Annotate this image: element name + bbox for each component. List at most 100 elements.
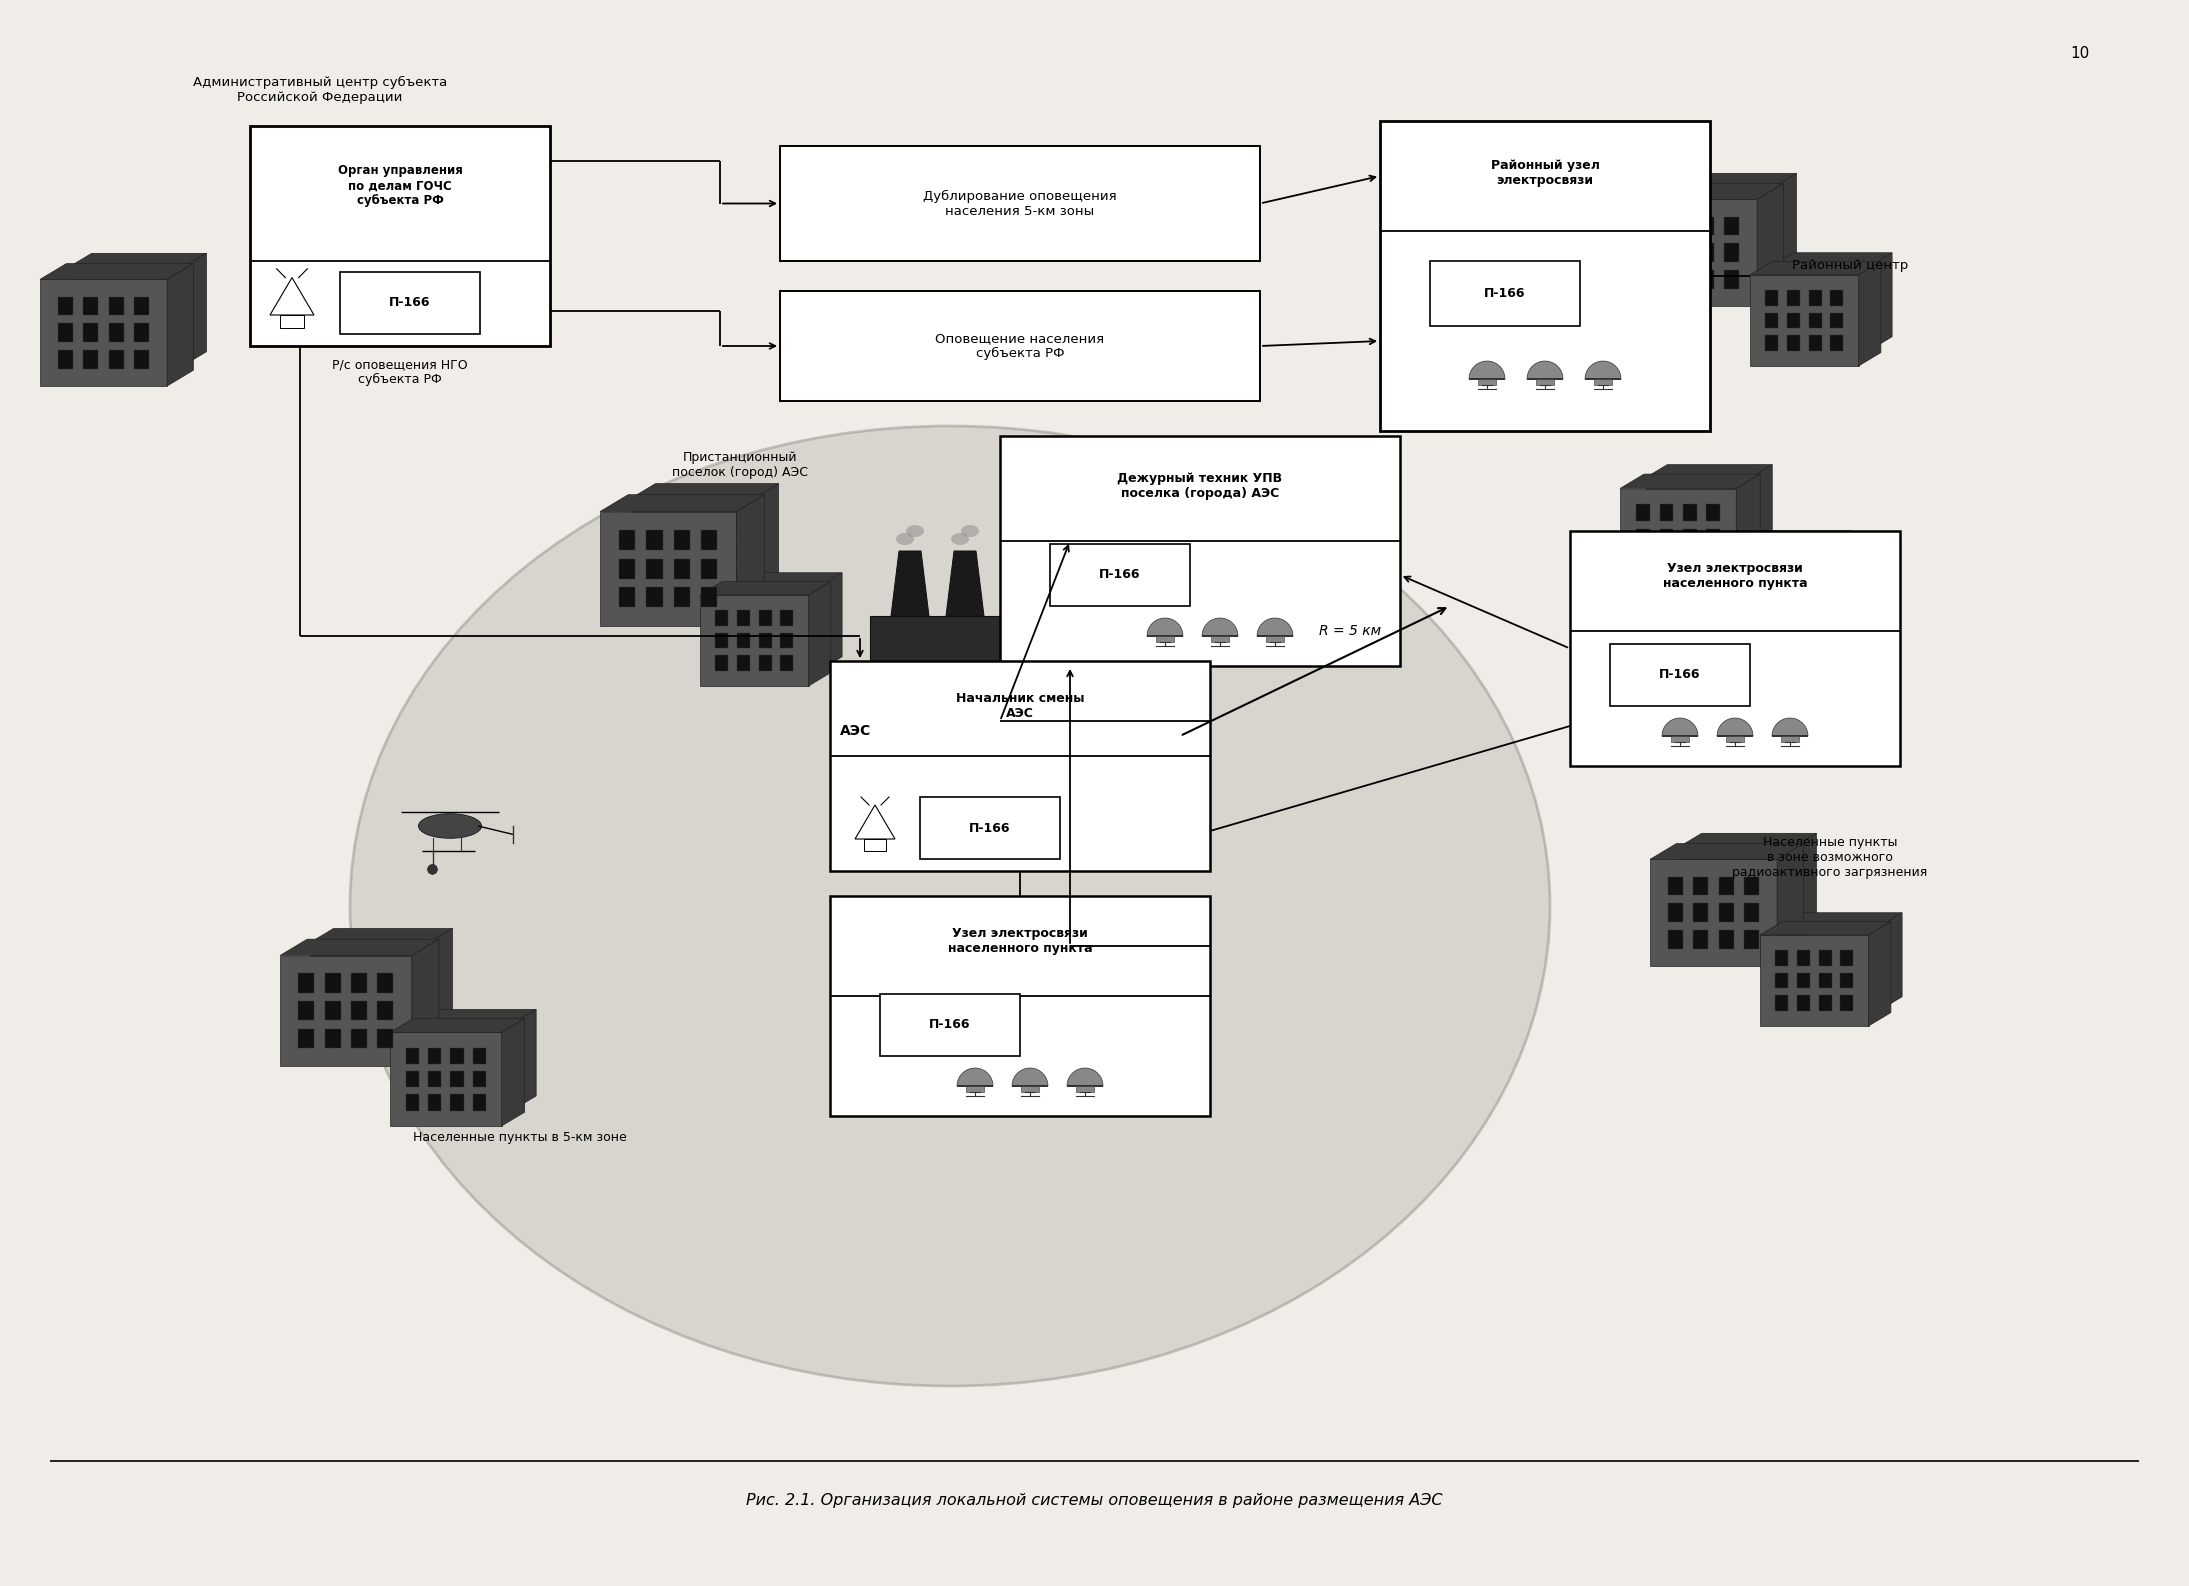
FancyBboxPatch shape bbox=[760, 655, 771, 671]
FancyBboxPatch shape bbox=[1670, 736, 1690, 742]
Polygon shape bbox=[600, 495, 764, 512]
FancyBboxPatch shape bbox=[1661, 514, 1675, 530]
Text: Дублирование оповещения
населения 5-км зоны: Дублирование оповещения населения 5-км з… bbox=[924, 189, 1116, 217]
FancyBboxPatch shape bbox=[919, 798, 1059, 860]
Polygon shape bbox=[1202, 619, 1239, 636]
FancyBboxPatch shape bbox=[700, 587, 718, 607]
FancyBboxPatch shape bbox=[377, 1001, 394, 1020]
Polygon shape bbox=[1883, 912, 1902, 1009]
Text: П-166: П-166 bbox=[970, 822, 1011, 834]
FancyBboxPatch shape bbox=[757, 598, 771, 612]
FancyBboxPatch shape bbox=[107, 282, 123, 300]
Text: П-166: П-166 bbox=[1099, 568, 1140, 582]
FancyBboxPatch shape bbox=[1788, 300, 1799, 314]
FancyBboxPatch shape bbox=[1537, 379, 1554, 385]
FancyBboxPatch shape bbox=[1756, 593, 1767, 607]
FancyBboxPatch shape bbox=[1775, 972, 1788, 988]
Polygon shape bbox=[1066, 1067, 1103, 1086]
Polygon shape bbox=[1147, 619, 1182, 636]
Polygon shape bbox=[1721, 552, 1821, 636]
FancyBboxPatch shape bbox=[473, 1094, 486, 1110]
FancyBboxPatch shape bbox=[1661, 492, 1675, 508]
Polygon shape bbox=[184, 254, 206, 365]
FancyBboxPatch shape bbox=[646, 558, 663, 579]
FancyBboxPatch shape bbox=[722, 568, 738, 587]
FancyBboxPatch shape bbox=[672, 542, 687, 560]
FancyBboxPatch shape bbox=[722, 515, 738, 534]
Polygon shape bbox=[1528, 362, 1563, 379]
FancyBboxPatch shape bbox=[1659, 504, 1672, 522]
FancyBboxPatch shape bbox=[1675, 228, 1688, 244]
FancyBboxPatch shape bbox=[648, 515, 663, 534]
FancyBboxPatch shape bbox=[57, 351, 72, 368]
FancyBboxPatch shape bbox=[374, 1010, 387, 1028]
Polygon shape bbox=[1758, 184, 1784, 306]
FancyBboxPatch shape bbox=[57, 324, 72, 343]
FancyBboxPatch shape bbox=[1793, 555, 1804, 568]
FancyBboxPatch shape bbox=[473, 1071, 486, 1088]
FancyBboxPatch shape bbox=[1721, 252, 1734, 270]
FancyBboxPatch shape bbox=[1808, 290, 1821, 306]
FancyBboxPatch shape bbox=[1683, 528, 1696, 546]
FancyBboxPatch shape bbox=[449, 1058, 462, 1072]
FancyBboxPatch shape bbox=[1753, 565, 1767, 580]
FancyBboxPatch shape bbox=[779, 146, 1261, 262]
Polygon shape bbox=[1469, 362, 1506, 379]
FancyBboxPatch shape bbox=[324, 974, 341, 993]
Polygon shape bbox=[1646, 477, 1751, 568]
Polygon shape bbox=[1872, 252, 1891, 349]
FancyBboxPatch shape bbox=[1756, 574, 1767, 587]
Text: Районный узел
электросвязи: Районный узел электросвязи bbox=[1491, 159, 1600, 187]
FancyBboxPatch shape bbox=[757, 619, 771, 634]
FancyBboxPatch shape bbox=[672, 515, 687, 534]
FancyBboxPatch shape bbox=[830, 896, 1211, 1117]
FancyBboxPatch shape bbox=[1725, 492, 1736, 508]
FancyBboxPatch shape bbox=[1740, 888, 1753, 906]
FancyBboxPatch shape bbox=[1699, 228, 1712, 244]
FancyBboxPatch shape bbox=[1775, 950, 1788, 966]
FancyBboxPatch shape bbox=[1429, 262, 1580, 327]
FancyBboxPatch shape bbox=[350, 974, 368, 993]
FancyBboxPatch shape bbox=[83, 351, 99, 368]
FancyBboxPatch shape bbox=[1000, 436, 1401, 666]
FancyBboxPatch shape bbox=[131, 282, 144, 300]
FancyBboxPatch shape bbox=[1699, 217, 1714, 235]
Polygon shape bbox=[630, 484, 779, 498]
Polygon shape bbox=[39, 279, 166, 385]
Text: Орган управления
по делам ГОЧС
субъекта РФ: Орган управления по делам ГОЧС субъекта … bbox=[337, 165, 462, 208]
FancyBboxPatch shape bbox=[1699, 203, 1712, 220]
FancyBboxPatch shape bbox=[779, 655, 792, 671]
FancyBboxPatch shape bbox=[1775, 607, 1786, 622]
FancyBboxPatch shape bbox=[153, 308, 166, 325]
Text: Дежурный техник УПВ
поселка (города) АЭС: Дежурный техник УПВ поселка (города) АЭС bbox=[1116, 473, 1283, 500]
FancyBboxPatch shape bbox=[471, 1036, 482, 1052]
FancyBboxPatch shape bbox=[619, 530, 635, 550]
FancyBboxPatch shape bbox=[1795, 607, 1806, 622]
FancyBboxPatch shape bbox=[1817, 939, 1830, 953]
FancyBboxPatch shape bbox=[350, 960, 366, 977]
FancyBboxPatch shape bbox=[700, 558, 718, 579]
FancyBboxPatch shape bbox=[1705, 554, 1721, 569]
FancyBboxPatch shape bbox=[85, 308, 99, 325]
FancyBboxPatch shape bbox=[1797, 939, 1810, 953]
FancyBboxPatch shape bbox=[107, 333, 123, 349]
FancyBboxPatch shape bbox=[1725, 217, 1740, 235]
FancyBboxPatch shape bbox=[674, 558, 690, 579]
FancyBboxPatch shape bbox=[1786, 335, 1799, 351]
Ellipse shape bbox=[906, 525, 924, 538]
FancyBboxPatch shape bbox=[451, 1094, 464, 1110]
FancyBboxPatch shape bbox=[1817, 960, 1830, 974]
FancyBboxPatch shape bbox=[109, 324, 125, 343]
FancyBboxPatch shape bbox=[377, 974, 394, 993]
FancyBboxPatch shape bbox=[1764, 863, 1777, 880]
Polygon shape bbox=[1631, 200, 1758, 306]
Polygon shape bbox=[1736, 474, 1760, 585]
FancyBboxPatch shape bbox=[1672, 243, 1688, 262]
Polygon shape bbox=[1742, 542, 1834, 620]
Polygon shape bbox=[1661, 718, 1699, 736]
FancyBboxPatch shape bbox=[1808, 320, 1819, 335]
FancyBboxPatch shape bbox=[1856, 980, 1869, 994]
Polygon shape bbox=[501, 1018, 525, 1126]
FancyBboxPatch shape bbox=[830, 661, 1211, 871]
FancyBboxPatch shape bbox=[648, 542, 663, 560]
